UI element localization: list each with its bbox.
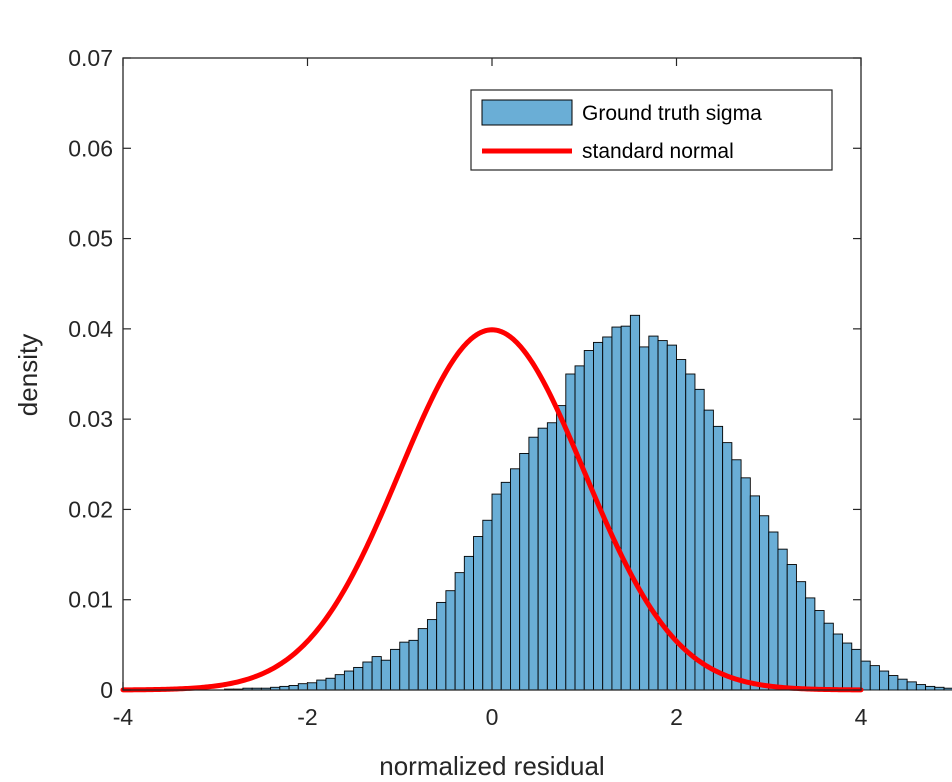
histogram-bar — [380, 659, 391, 691]
y-tick-label: 0.03 — [68, 406, 113, 432]
histogram-bar — [777, 548, 788, 691]
histogram-bar — [325, 677, 336, 691]
x-tick-label: -2 — [297, 704, 317, 730]
y-tick-label: 0.05 — [68, 226, 113, 252]
histogram-bar — [851, 648, 862, 691]
legend-label-histogram: Ground truth sigma — [582, 102, 762, 125]
y-tick-label: 0.06 — [68, 135, 113, 161]
histogram-bar — [620, 325, 631, 691]
standard-normal-curve — [120, 327, 864, 693]
histogram-bar — [786, 564, 797, 691]
histogram-bar — [722, 442, 733, 691]
histogram-bar — [500, 481, 511, 691]
histogram-bar — [297, 683, 308, 691]
histogram-bar — [445, 590, 456, 691]
histogram-bar — [611, 326, 622, 691]
x-tick-label: 2 — [670, 704, 683, 730]
axis-ticks — [122, 57, 862, 691]
histogram-bar — [362, 661, 373, 691]
histogram-bar — [934, 686, 945, 691]
y-tick-label: 0.02 — [68, 496, 113, 522]
histogram-bar — [639, 346, 650, 691]
histogram-bar — [943, 687, 952, 691]
tick-labels: -4 -2 0 2 4 0 0.01 0.02 0.03 0.04 0.05 0.06 0.07 — [68, 45, 867, 730]
histogram-bar — [334, 674, 345, 691]
histogram-bar — [925, 685, 936, 691]
y-tick-label: 0 — [100, 677, 113, 703]
histogram-bar — [768, 531, 779, 691]
histogram-bars — [224, 314, 952, 691]
y-axis-title: density — [13, 334, 43, 416]
histogram-bar — [454, 572, 465, 691]
histogram-bar — [657, 340, 668, 691]
histogram-bar — [491, 493, 502, 691]
histogram-bar — [915, 684, 927, 691]
histogram-bar — [574, 365, 585, 691]
histogram-bar — [860, 660, 871, 691]
histogram-bar — [648, 335, 659, 691]
histogram-bar — [316, 679, 327, 691]
x-axis-title: normalized residual — [379, 751, 604, 781]
legend-box — [470, 89, 833, 171]
histogram-bar — [426, 619, 438, 691]
histogram-bar — [343, 670, 355, 691]
histogram-bar — [805, 597, 816, 691]
histogram-bar — [879, 670, 890, 691]
histogram-bar — [436, 601, 447, 691]
histogram-bar — [288, 685, 299, 691]
histogram-bar — [510, 468, 521, 691]
y-tick-label: 0.01 — [68, 587, 113, 613]
y-tick-label: 0.04 — [68, 316, 113, 342]
legend-label-normal: standard normal — [582, 140, 734, 163]
legend: Ground truth sigma standard normal — [470, 89, 833, 171]
histogram-bar — [694, 388, 705, 691]
histogram-bar — [869, 665, 880, 691]
histogram-bar — [703, 409, 714, 691]
histogram-bar — [371, 656, 382, 691]
histogram-bar — [399, 641, 410, 691]
histogram-bar — [759, 515, 770, 691]
histogram-bar — [897, 678, 908, 691]
histogram-bar — [795, 581, 807, 691]
histogram-bar — [390, 648, 401, 691]
histogram-bar — [814, 610, 825, 691]
histogram-bar — [482, 519, 493, 691]
histogram-bar — [583, 350, 594, 691]
histogram-bar — [353, 666, 364, 691]
legend-swatch-histogram — [481, 99, 573, 126]
histogram-bar — [823, 622, 834, 691]
histogram-bar — [546, 422, 558, 691]
y-tick-label: 0.07 — [68, 45, 113, 71]
histogram-bar — [731, 459, 742, 691]
histogram-bar — [888, 675, 899, 691]
histogram-bar — [463, 555, 475, 691]
histogram-bar — [528, 436, 539, 691]
histogram-bar — [417, 628, 428, 691]
histogram-bar — [473, 536, 484, 691]
histogram-bar — [832, 633, 844, 691]
histogram-bar — [519, 453, 530, 691]
x-tick-label: 4 — [855, 704, 868, 730]
histogram-bar — [307, 682, 318, 691]
histogram-bar — [749, 495, 760, 691]
histogram-bar — [906, 681, 917, 691]
x-tick-label: 0 — [486, 704, 499, 730]
histogram-bar — [565, 373, 576, 691]
histogram-bar — [685, 373, 696, 691]
histogram-bar — [712, 425, 724, 691]
histogram-bar — [537, 427, 548, 691]
histogram-bar — [408, 639, 419, 691]
x-tick-label: -4 — [113, 704, 134, 730]
histogram-bar — [629, 314, 641, 691]
histogram-bar — [740, 477, 751, 691]
histogram-bar — [556, 405, 567, 691]
histogram-bar — [842, 642, 853, 691]
